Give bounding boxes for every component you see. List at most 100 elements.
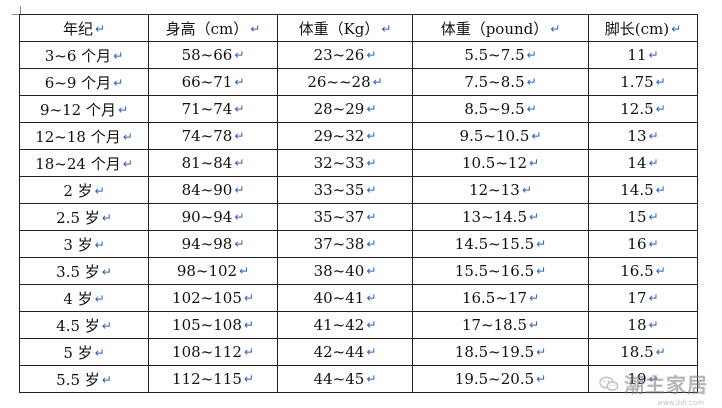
header-label: 身高（cm） [165,19,249,38]
watermark: 潮主家居 [599,369,708,398]
cell-age: 9~12 个月 ↵ [19,95,149,123]
cell-age: 3~6 个月 ↵ [19,41,149,69]
paragraph-mark-icon: ↵ [94,237,105,252]
table-row: 2.5 岁 ↵ 90~94 ↵ 35~37 ↵ 13~14.5 ↵ 15 ↵ [19,203,698,231]
cell-weight-kg: 29~32 ↵ [277,122,413,150]
paragraph-mark-icon: ↵ [531,129,542,143]
cell-value: 19.5~20.5 [454,370,535,388]
header-cell-weight-pound: 体重（pound） ↵ [412,14,589,42]
cell-weight-kg: 41~42 ↵ [277,311,413,339]
paragraph-mark-icon: ↵ [655,183,666,197]
cell-value: 5 岁 [63,343,93,362]
cell-age: 6~9 个月 ↵ [19,68,149,96]
cell-value: 2 岁 [63,181,93,200]
paragraph-mark-icon: ↵ [526,48,537,62]
paragraph-mark-icon: ↵ [366,264,377,278]
cell-age: 5.5 岁 ↵ [19,365,149,393]
cell-value: 14.5 [620,181,654,199]
cell-weight-pound: 19.5~20.5 ↵ [412,365,589,393]
paragraph-mark-icon: ↵ [366,183,377,197]
cell-foot-length: 13 ↵ [588,122,698,150]
cell-weight-pound: 9.5~10.5 ↵ [412,122,589,150]
table-row: 4.5 岁 ↵ 105~108 ↵ 41~42 ↵ 17~18.5 ↵ 18 ↵ [19,311,698,339]
cell-value: 23~26 [313,46,365,64]
cell-value: 26~~28 [307,73,371,91]
paragraph-mark-icon: ↵ [671,21,682,36]
paragraph-mark-icon: ↵ [366,237,377,251]
paragraph-mark-icon: ↵ [234,48,245,62]
paragraph-mark-icon: ↵ [243,372,254,386]
cell-value: 29~32 [313,127,365,145]
paragraph-mark-icon: ↵ [648,129,659,143]
paragraph-mark-icon: ↵ [648,48,659,62]
header-cell-weight-kg: 体重（Kg） ↵ [277,14,413,42]
paragraph-mark-icon: ↵ [122,156,133,171]
cell-foot-length: 14.5 ↵ [588,176,698,204]
cell-weight-pound: 17~18.5 ↵ [412,311,589,339]
cell-value: 9.5~10.5 [459,127,530,145]
cell-value: 14 [627,154,647,172]
cell-value: 84~90 [181,181,233,199]
cell-value: 3 岁 [63,235,93,254]
paragraph-mark-icon: ↵ [234,156,245,170]
cell-height: 58~66 ↵ [148,41,278,69]
cell-height: 94~98 ↵ [148,230,278,258]
table-row: 3 岁 ↵ 94~98 ↵ 37~38 ↵ 14.5~15.5 ↵ 16 ↵ [19,230,698,258]
cell-value: 13~14.5 [461,208,527,226]
paragraph-mark-icon: ↵ [529,210,540,224]
document-corner-mark [12,6,21,15]
paragraph-mark-icon: ↵ [526,75,537,89]
cell-value: 102~105 [172,289,242,307]
cell-value: 9~12 个月 [39,100,116,119]
cell-weight-kg: 37~38 ↵ [277,230,413,258]
cell-age: 5 岁 ↵ [19,338,149,366]
table-row: 5 岁 ↵ 108~112 ↵ 42~44 ↵ 18.5~19.5 ↵ 18.5 ↵ [19,338,698,366]
paragraph-mark-icon: ↵ [234,75,245,89]
cell-foot-length: 14 ↵ [588,149,698,177]
paragraph-mark-icon: ↵ [372,75,383,89]
baby-size-table: 年纪 ↵ 身高（cm） ↵ 体重（Kg） ↵ 体重（pound） ↵ 脚长(cm) ↵ 3… [19,14,698,393]
paragraph-mark-icon: ↵ [529,156,540,170]
paragraph-mark-icon: ↵ [113,75,124,90]
header-label: 年纪 [62,19,93,38]
paragraph-mark-icon: ↵ [234,210,245,224]
cell-weight-pound: 5.5~7.5 ↵ [412,41,589,69]
paragraph-mark-icon: ↵ [243,291,254,305]
cell-foot-length: 19 ↵ [588,365,698,393]
cell-foot-length: 16 ↵ [588,230,698,258]
cell-height: 102~105 ↵ [148,284,278,312]
paragraph-mark-icon: ↵ [366,102,377,116]
paragraph-mark-icon: ↵ [366,372,377,386]
cell-foot-length: 1.75 ↵ [588,68,698,96]
paragraph-mark-icon: ↵ [381,21,392,36]
cell-value: 3.5 岁 [56,262,100,281]
cell-value: 12.5 [620,100,654,118]
paragraph-mark-icon: ↵ [655,75,666,89]
paragraph-mark-icon: ↵ [536,372,547,386]
cell-age: 12~18 个月 ↵ [19,122,149,150]
cell-value: 18~24 个月 [35,154,121,173]
paragraph-mark-icon: ↵ [117,102,129,117]
cell-value: 12~18 个月 [35,127,121,146]
cell-value: 98~102 [176,262,238,280]
cell-value: 40~41 [313,289,365,307]
paragraph-mark-icon: ↵ [648,291,659,305]
cell-value: 18.5 [620,343,654,361]
paragraph-mark-icon: ↵ [113,48,124,63]
cell-value: 14.5~15.5 [454,235,535,253]
paragraph-mark-icon: ↵ [366,48,377,62]
paragraph-mark-icon: ↵ [521,183,532,197]
cell-weight-kg: 40~41 ↵ [277,284,413,312]
cell-value: 18.5~19.5 [454,343,535,361]
cell-height: 84~90 ↵ [148,176,278,204]
cell-height: 108~112 ↵ [148,338,278,366]
cell-value: 6~9 个月 [44,73,112,92]
cell-value: 58~66 [181,46,233,64]
table-row: 5.5 岁 ↵ 112~115 ↵ 44~45 ↵ 19.5~20.5 ↵ 19 ↵ [19,365,698,393]
paragraph-mark-icon: ↵ [529,318,540,332]
cell-weight-kg: 26~~28 ↵ [277,68,413,96]
paragraph-mark-icon: ↵ [648,210,659,224]
cell-value: 90~94 [181,208,233,226]
cell-value: 17~18.5 [461,316,527,334]
paragraph-mark-icon: ↵ [655,102,666,116]
